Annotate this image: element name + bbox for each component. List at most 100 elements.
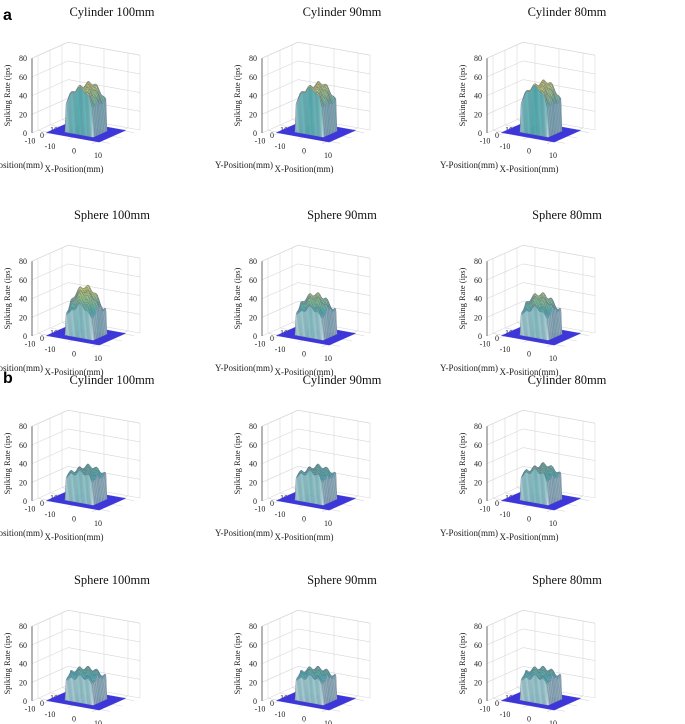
subplot-title: Cylinder 90mm — [303, 5, 382, 19]
z-tick-label: 20 — [249, 478, 257, 487]
z-tick-label: 60 — [249, 73, 257, 82]
x-axis-label: X-Position(mm) — [274, 164, 333, 174]
z-axis-label: Spiking Rate (ips) — [457, 268, 467, 330]
y-axis-label: Y-Position(mm) — [215, 528, 273, 538]
y-tick-label: -10 — [480, 339, 491, 348]
x-axis-label: X-Position(mm) — [44, 367, 103, 377]
z-tick-label: 80 — [19, 54, 27, 63]
y-tick-label: 0 — [270, 131, 274, 140]
y-tick-label: -10 — [25, 504, 36, 513]
z-tick-label: 20 — [249, 110, 257, 119]
subplot-title: Cylinder 90mm — [303, 373, 382, 387]
x-tick-label: 10 — [549, 151, 557, 160]
x-tick-label: -10 — [275, 142, 286, 151]
z-axis-label: Spiking Rate (ips) — [232, 433, 242, 495]
y-axis-label: Y-Position(mm) — [0, 160, 43, 170]
z-tick-label: 60 — [19, 276, 27, 285]
x-axis-label: X-Position(mm) — [44, 164, 103, 174]
surface-patch — [546, 108, 549, 138]
subplot-title: Sphere 100mm — [74, 208, 150, 222]
z-tick-label: 60 — [249, 276, 257, 285]
z-tick-label: 40 — [249, 460, 257, 469]
z-axis-label: Spiking Rate (ips) — [457, 65, 467, 127]
subplot-title: Sphere 80mm — [532, 208, 602, 222]
y-tick-label: -10 — [255, 136, 266, 145]
z-axis-label: Spiking Rate (ips) — [232, 65, 242, 127]
x-tick-label: -10 — [500, 142, 511, 151]
x-tick-label: 10 — [324, 519, 332, 528]
z-tick-label: 80 — [474, 422, 482, 431]
z-tick-label: 60 — [249, 441, 257, 450]
z-tick-label: 40 — [474, 295, 482, 304]
z-tick-label: 40 — [249, 92, 257, 101]
subplot-title: Cylinder 100mm — [69, 373, 154, 387]
surface-patch — [321, 108, 324, 138]
x-tick-label: -10 — [500, 345, 511, 354]
x-tick-label: 10 — [94, 151, 102, 160]
x-axis-label: X-Position(mm) — [274, 532, 333, 542]
panel-label-b: b — [3, 370, 13, 387]
z-tick-label: 20 — [474, 478, 482, 487]
grid-line — [31, 41, 69, 59]
y-tick-label: 0 — [495, 131, 499, 140]
x-tick-label: 10 — [324, 151, 332, 160]
z-tick-label: 80 — [19, 257, 27, 266]
z-tick-label: 20 — [474, 110, 482, 119]
z-tick-label: 20 — [249, 313, 257, 322]
subplot-title: Sphere 90mm — [307, 208, 377, 222]
x-tick-label: 0 — [72, 515, 76, 524]
grid-line — [67, 41, 141, 56]
y-tick-label: 0 — [495, 499, 499, 508]
z-tick-label: 60 — [19, 441, 27, 450]
z-tick-label: 20 — [19, 313, 27, 322]
grid-line — [67, 244, 141, 259]
subplot-title: Cylinder 80mm — [528, 5, 607, 19]
x-tick-label: -10 — [45, 142, 56, 151]
z-axis-label: Spiking Rate (ips) — [2, 65, 12, 127]
y-tick-label: 0 — [495, 334, 499, 343]
surface-patch — [91, 108, 94, 138]
y-tick-label: -10 — [480, 504, 491, 513]
x-tick-label: 0 — [527, 350, 531, 359]
y-axis-label: Y-Position(mm) — [440, 160, 498, 170]
z-tick-label: 40 — [19, 92, 27, 101]
y-axis-label: Y-Position(mm) — [440, 363, 498, 373]
z-tick-label: 60 — [474, 73, 482, 82]
x-tick-label: 0 — [72, 350, 76, 359]
y-axis-label: Y-Position(mm) — [215, 160, 273, 170]
grid-line — [297, 41, 371, 56]
x-tick-label: 0 — [302, 147, 306, 156]
y-tick-label: 0 — [40, 131, 44, 140]
z-tick-label: 20 — [19, 478, 27, 487]
y-tick-label: 0 — [270, 499, 274, 508]
x-tick-label: -10 — [45, 345, 56, 354]
x-tick-label: 0 — [72, 147, 76, 156]
z-tick-label: 60 — [474, 441, 482, 450]
z-tick-label: 40 — [249, 295, 257, 304]
z-tick-label: 80 — [474, 54, 482, 63]
z-tick-label: 40 — [474, 92, 482, 101]
x-tick-label: 10 — [94, 519, 102, 528]
z-tick-label: 80 — [249, 257, 257, 266]
x-tick-label: 0 — [302, 350, 306, 359]
y-tick-label: -10 — [25, 136, 36, 145]
y-axis-label: Y-Position(mm) — [0, 363, 43, 373]
z-tick-label: 0 — [478, 129, 482, 138]
y-tick-label: -10 — [480, 136, 491, 145]
panel-label-a: a — [3, 7, 12, 24]
z-tick-label: 60 — [474, 276, 482, 285]
y-tick-label: -10 — [255, 339, 266, 348]
z-tick-label: 0 — [23, 129, 27, 138]
z-tick-label: 40 — [474, 460, 482, 469]
subplot-title: Cylinder 100mm — [69, 5, 154, 19]
y-tick-label: 0 — [40, 499, 44, 508]
x-tick-label: 10 — [94, 354, 102, 363]
y-tick-label: 0 — [40, 334, 44, 343]
